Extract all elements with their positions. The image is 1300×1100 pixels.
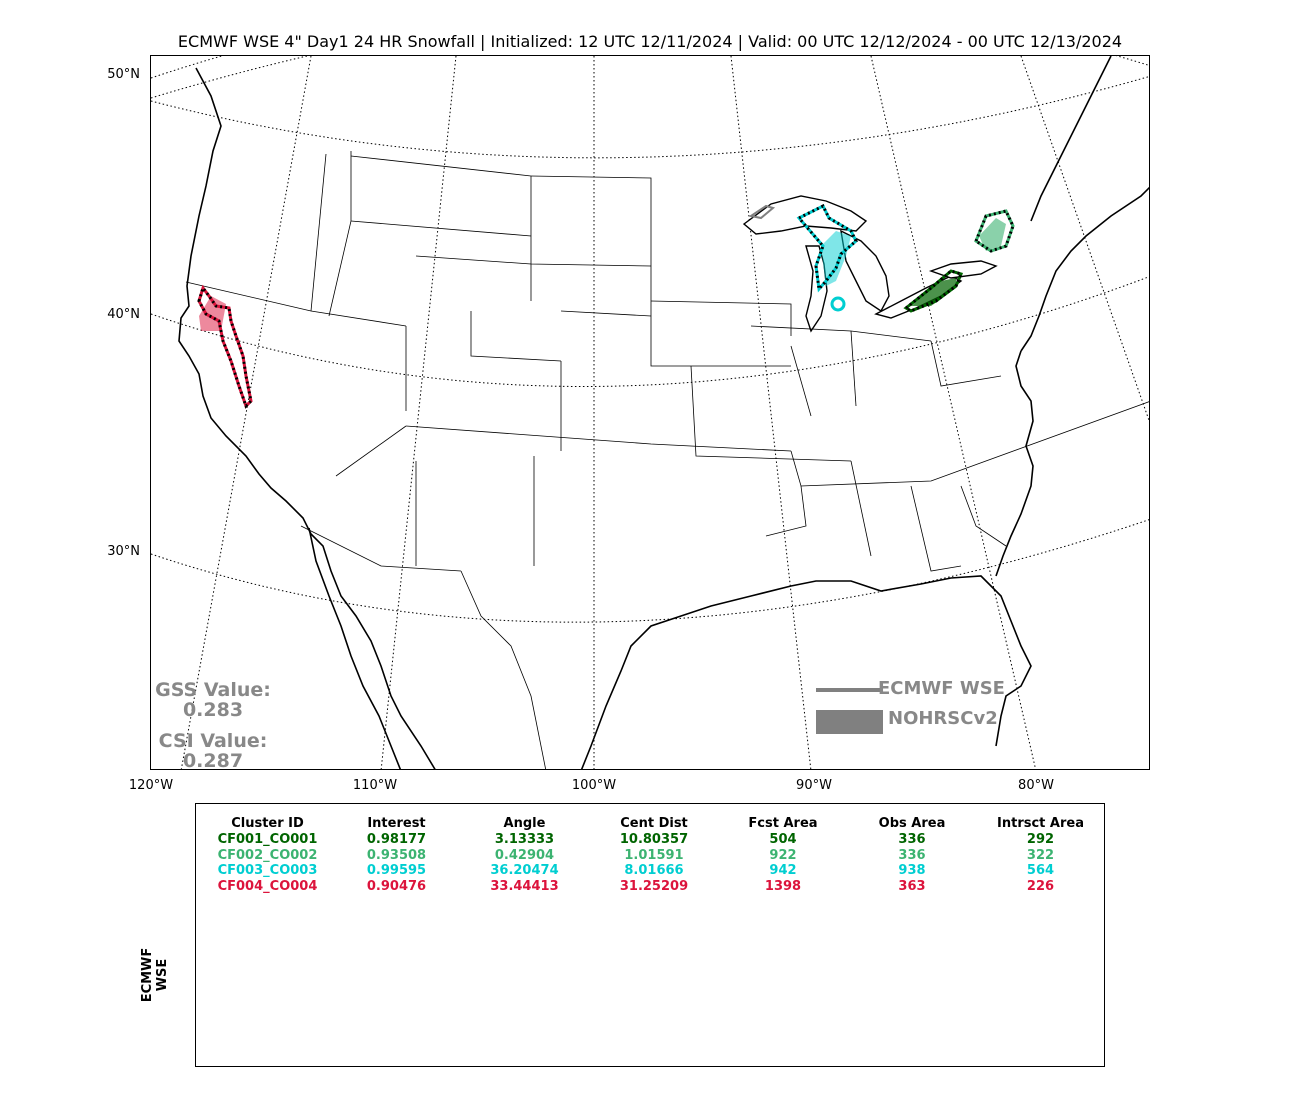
- fcst-cluster-cf003-dots: [796, 203, 858, 293]
- obs-cluster-co001: [911, 278, 956, 306]
- stats-table: Cluster ID Interest Angle Cent Dist Fcst…: [200, 814, 1106, 894]
- great-lakes: [742, 195, 998, 333]
- table-cell: 322: [1026, 847, 1055, 863]
- gss-value: 0.283: [182, 699, 244, 721]
- graticule: [151, 56, 1149, 769]
- table-cell: CF003_CO003: [217, 863, 318, 879]
- table-cell: 292: [1026, 832, 1055, 848]
- map-title: ECMWF WSE 4" Day1 24 HR Snowfall | Initi…: [177, 32, 1123, 51]
- map-panel: [150, 55, 1150, 770]
- fcst-cluster-cf004-dots: [197, 284, 253, 409]
- forecast-clusters: [197, 203, 1015, 409]
- table-cell: 1.01591: [624, 847, 684, 863]
- table-cell: CF001_CO001: [217, 832, 318, 848]
- state-borders: [185, 151, 1149, 769]
- table-cell: 938: [898, 863, 926, 879]
- table-row: CF001_CO001 0.98177 3.13333 10.80357 504 336 2…: [200, 832, 1106, 848]
- stats-table-panel: [195, 803, 1105, 1067]
- observed-clusters: [199, 218, 1006, 331]
- lon-label-90w: 90°W: [796, 778, 832, 793]
- table-cell: 504: [769, 832, 797, 848]
- table-cell: 8.01666: [624, 863, 684, 879]
- coastlines: [178, 56, 1149, 769]
- table-header-row: Cluster ID Interest Angle Cent Dist Fcst…: [200, 814, 1106, 832]
- table-cell: CF002_CO002: [217, 847, 318, 863]
- header-cent-dist: Cent Dist: [620, 815, 688, 831]
- table-cell: 0.42904: [494, 847, 555, 863]
- table-cell: 31.25209: [619, 878, 689, 894]
- table-cell: 36.20474: [490, 863, 559, 879]
- lat-label-50n: 50°N: [107, 67, 140, 82]
- header-cluster-id: Cluster ID: [231, 815, 304, 831]
- table-row: CF003_CO003 0.99595 36.20474 8.01666 942 938 5…: [200, 863, 1106, 879]
- table-cell: 363: [898, 878, 926, 894]
- legend-symbols: [816, 688, 883, 734]
- table-cell: 226: [1026, 878, 1055, 894]
- lat-label-30n: 30°N: [107, 544, 140, 559]
- table-cell: 564: [1026, 863, 1055, 879]
- obs-cluster-co002: [979, 218, 1006, 251]
- legend-forecast-label: ECMWF WSE: [878, 678, 1005, 699]
- legend-observed-label: NOHRSCv2: [888, 708, 998, 729]
- table-row: CF004_CO004 0.90476 33.44413 31.25209 1398 36…: [200, 879, 1106, 895]
- legend-patch-icon: [816, 710, 883, 734]
- fcst-cluster-gray: [748, 204, 776, 220]
- table-side-label: ECMWF WSE: [140, 947, 170, 1003]
- header-interest: Interest: [367, 815, 426, 831]
- basemap: [151, 56, 1149, 769]
- csi-value: 0.287: [182, 750, 244, 772]
- table-cell: 33.44413: [490, 878, 559, 894]
- table-cell: 942: [769, 863, 797, 879]
- table-cell: 922: [769, 847, 797, 863]
- table-cell: 0.98177: [366, 832, 427, 848]
- fcst-cluster-cf001-dots: [903, 269, 964, 313]
- lon-label-120w: 120°W: [128, 778, 174, 793]
- header-intrsct-area: Intrsct Area: [997, 815, 1084, 831]
- table-cell: 10.80357: [619, 832, 689, 848]
- table-cell: 1398: [764, 878, 802, 894]
- gss-label: GSS Value:: [155, 679, 271, 701]
- header-obs-area: Obs Area: [878, 815, 946, 831]
- table-cell: 3.13333: [494, 832, 555, 848]
- table-cell: CF004_CO004: [217, 878, 318, 894]
- lon-label-80w: 80°W: [1018, 778, 1054, 793]
- fcst-cluster-cf003-ring: [830, 296, 846, 312]
- obs-cluster-co003: [821, 231, 851, 286]
- header-angle: Angle: [503, 815, 546, 831]
- table-cell: 0.99595: [366, 863, 427, 879]
- table-cell: 336: [898, 847, 926, 863]
- fcst-cluster-cf002-dots: [974, 209, 1015, 253]
- lat-label-40n: 40°N: [107, 307, 140, 322]
- header-fcst-area: Fcst Area: [748, 815, 818, 831]
- lon-label-100w: 100°W: [571, 778, 617, 793]
- table-row: CF002_CO002 0.93508 0.42904 1.01591 922 336 32…: [200, 848, 1106, 864]
- table-cell: 0.93508: [366, 847, 427, 863]
- lon-label-110w: 110°W: [352, 778, 398, 793]
- csi-label: CSI Value:: [158, 730, 268, 752]
- table-cell: 336: [898, 832, 926, 848]
- table-cell: 0.90476: [366, 878, 427, 894]
